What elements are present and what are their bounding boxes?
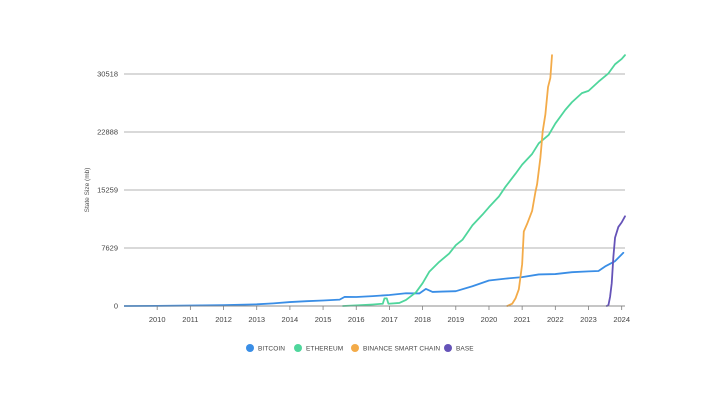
x-tick-label: 2016	[348, 315, 365, 324]
legend-marker-base	[444, 344, 452, 352]
series-lines	[124, 54, 626, 307]
x-tick-label: 2020	[481, 315, 498, 324]
y-axis-title: State Size (mb)	[84, 168, 91, 213]
x-tick-label: 2018	[414, 315, 431, 324]
x-tick-label: 2019	[447, 315, 464, 324]
y-axis: 0 7629 15259 22888 30518	[97, 70, 118, 311]
x-tick-label: 2015	[315, 315, 332, 324]
x-tick-label: 2022	[547, 315, 564, 324]
gridlines	[124, 73, 625, 307]
x-tick-label: 2024	[613, 315, 630, 324]
legend-marker-ethereum	[294, 344, 302, 352]
x-tick-label: 2011	[182, 315, 198, 324]
series-line-ethereum	[342, 54, 626, 307]
series-line-base	[605, 215, 626, 307]
series-line-binance-smart-chain	[506, 54, 553, 307]
legend: BITCOIN ETHEREUM BINANCE SMART CHAIN BASE	[246, 344, 474, 352]
legend-marker-binance-smart-chain	[351, 344, 359, 352]
y-tick-label: 30518	[97, 70, 118, 79]
x-tick-label: 2023	[580, 315, 597, 324]
y-tick-label: 0	[114, 302, 118, 311]
x-tick-label: 2013	[248, 315, 265, 324]
legend-label-ethereum: ETHEREUM	[306, 345, 343, 352]
x-tick-label: 2021	[514, 315, 531, 324]
legend-marker-bitcoin	[246, 344, 254, 352]
x-axis: 2010 2011 2012 2013 2014 2015 2016 2017 2018 2019…	[124, 305, 630, 324]
x-tick-label: 2017	[381, 315, 398, 324]
legend-label-binance-smart-chain: BINANCE SMART CHAIN	[363, 345, 440, 352]
series-line-bitcoin	[124, 251, 625, 307]
x-tick-label: 2012	[215, 315, 232, 324]
legend-label-bitcoin: BITCOIN	[258, 345, 285, 352]
x-tick-label: 2010	[149, 315, 166, 324]
y-tick-label: 7629	[101, 244, 118, 253]
x-tick-label: 2014	[282, 315, 299, 324]
legend-label-base: BASE	[456, 345, 474, 352]
y-tick-label: 22888	[97, 128, 118, 137]
y-tick-label: 15259	[97, 186, 118, 195]
